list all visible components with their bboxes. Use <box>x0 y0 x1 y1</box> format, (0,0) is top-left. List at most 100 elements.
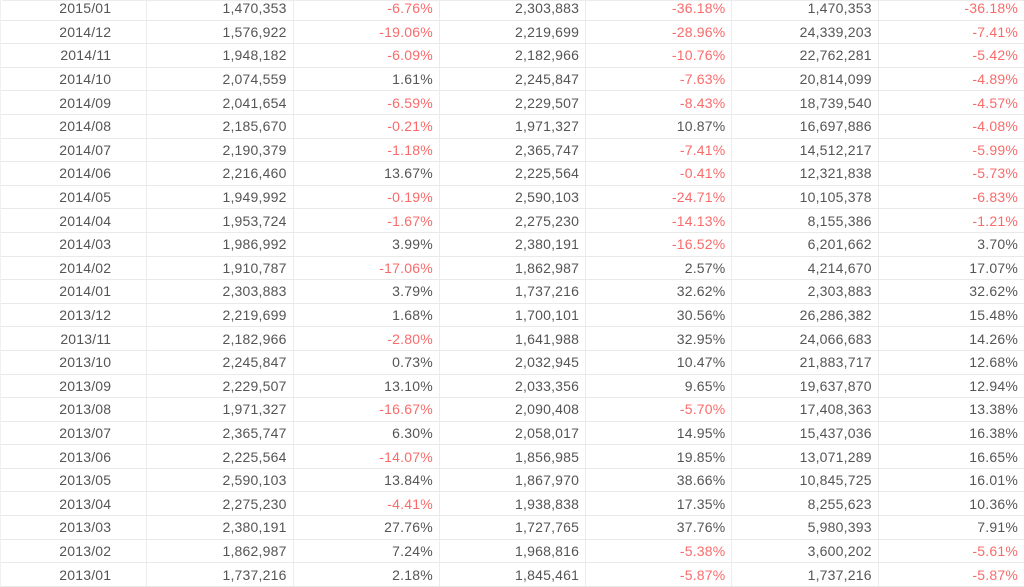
value-cell: 1,948,182 <box>147 44 294 67</box>
value-cell: 18,739,540 <box>732 91 879 114</box>
table-row: 2014/01 2,303,883 3.79% 1,737,216 32.62% 2,30… <box>1 280 1024 304</box>
value-cell: 3,600,202 <box>732 539 879 563</box>
value-cell: 1,641,988 <box>440 327 587 350</box>
percent-cell: 3.79% <box>294 280 440 303</box>
percent-cell: -1.18% <box>294 138 440 162</box>
value-cell: 2,074,559 <box>147 67 294 91</box>
percent-cell: 17.07% <box>879 256 1024 280</box>
month-cell: 2014/07 <box>1 138 148 162</box>
value-cell: 1,949,992 <box>147 185 294 209</box>
percent-cell: 9.65% <box>586 374 733 398</box>
value-cell: 1,700,101 <box>440 303 587 327</box>
value-cell: 8,155,386 <box>732 209 879 232</box>
percent-cell: 10.47% <box>586 350 733 374</box>
month-cell: 2015/01 <box>1 0 148 20</box>
percent-cell: -16.52% <box>586 232 733 256</box>
table-row: 2013/09 2,229,507 13.10% 2,033,356 9.65% 19,6… <box>1 374 1024 399</box>
value-cell: 1,737,216 <box>440 280 587 303</box>
percent-cell: 32.62% <box>586 280 733 303</box>
value-cell: 5,980,393 <box>732 516 879 539</box>
percent-cell: -7.41% <box>879 20 1024 44</box>
percent-cell: -8.43% <box>586 91 733 114</box>
percent-cell: -24.71% <box>586 185 733 209</box>
table-row: 2014/11 1,948,182 -6.09% 2,182,966 -10.76% 22… <box>1 44 1024 68</box>
month-cell: 2014/01 <box>1 280 148 303</box>
value-cell: 2,275,230 <box>147 492 294 516</box>
value-cell: 1,971,327 <box>440 114 587 138</box>
value-cell: 1,470,353 <box>147 0 294 20</box>
percent-cell: 7.24% <box>294 539 440 563</box>
percent-cell: -6.09% <box>294 44 440 67</box>
percent-cell: 16.38% <box>879 421 1024 445</box>
table-row: 2014/08 2,185,670 -0.21% 1,971,327 10.87% 16,… <box>1 114 1024 139</box>
percent-cell: -5.70% <box>586 398 733 421</box>
percent-cell: -1.21% <box>879 209 1024 232</box>
value-cell: 17,408,363 <box>732 398 879 421</box>
table-row: 2014/02 1,910,787 -17.06% 1,862,987 2.57% 4,2… <box>1 256 1024 281</box>
value-cell: 1,986,992 <box>147 232 294 256</box>
value-cell: 10,105,378 <box>732 185 879 209</box>
percent-cell: 0.73% <box>294 350 440 374</box>
value-cell: 1,968,816 <box>440 539 587 563</box>
percent-cell: -36.18% <box>879 0 1024 20</box>
percent-cell: 15.48% <box>879 303 1024 327</box>
percent-cell: 12.94% <box>879 374 1024 398</box>
percent-cell: -6.83% <box>879 185 1024 209</box>
month-cell: 2014/08 <box>1 114 148 138</box>
month-cell: 2013/03 <box>1 516 148 539</box>
value-cell: 2,225,564 <box>147 445 294 468</box>
value-cell: 1,971,327 <box>147 398 294 421</box>
value-cell: 2,090,408 <box>440 398 587 421</box>
value-cell: 2,590,103 <box>147 468 294 492</box>
value-cell: 1,727,765 <box>440 516 587 539</box>
month-cell: 2014/02 <box>1 256 148 280</box>
value-cell: 1,737,216 <box>147 563 294 586</box>
percent-cell: 32.95% <box>586 327 733 350</box>
month-cell: 2014/05 <box>1 185 148 209</box>
row-divider <box>2 0 1024 1</box>
value-cell: 2,245,847 <box>147 350 294 374</box>
percent-cell: -19.06% <box>294 20 440 44</box>
value-cell: 2,190,379 <box>147 138 294 162</box>
percent-cell: 13.38% <box>879 398 1024 421</box>
percent-cell: -16.67% <box>294 398 440 421</box>
value-cell: 12,321,838 <box>732 162 879 185</box>
value-cell: 1,576,922 <box>147 20 294 44</box>
value-cell: 2,365,747 <box>440 138 587 162</box>
value-cell: 26,286,382 <box>732 303 879 327</box>
percent-cell: -14.07% <box>294 445 440 468</box>
month-cell: 2013/10 <box>1 350 148 374</box>
value-cell: 2,229,507 <box>440 91 587 114</box>
table-row: 2013/08 1,971,327 -16.67% 2,090,408 -5.70% 17… <box>1 398 1024 422</box>
value-cell: 2,216,460 <box>147 162 294 185</box>
percent-cell: 17.35% <box>586 492 733 516</box>
percent-cell: 16.01% <box>879 468 1024 492</box>
percent-cell: -10.76% <box>586 44 733 67</box>
percent-cell: -4.08% <box>879 114 1024 138</box>
table-row: 2013/04 2,275,230 -4.41% 1,938,838 17.35% 8,2… <box>1 492 1024 517</box>
value-cell: 2,303,883 <box>732 280 879 303</box>
value-cell: 2,225,564 <box>440 162 587 185</box>
percent-cell: 2.18% <box>294 563 440 586</box>
month-cell: 2014/11 <box>1 44 148 67</box>
value-cell: 8,255,623 <box>732 492 879 516</box>
table-row: 2013/07 2,365,747 6.30% 2,058,017 14.95% 15,4… <box>1 421 1024 446</box>
table-row: 2013/03 2,380,191 27.76% 1,727,765 37.76% 5,9… <box>1 516 1024 540</box>
table-row: 2014/07 2,190,379 -1.18% 2,365,747 -7.41% 14,… <box>1 138 1024 163</box>
percent-cell: 13.67% <box>294 162 440 185</box>
table-row: 2013/06 2,225,564 -14.07% 1,856,985 19.85% 13… <box>1 445 1024 469</box>
table-row: 2013/05 2,590,103 13.84% 1,867,970 38.66% 10,… <box>1 468 1024 493</box>
percent-cell: -7.63% <box>586 67 733 91</box>
percent-cell: 14.26% <box>879 327 1024 350</box>
table-row: 2013/01 1,737,216 2.18% 1,845,461 -5.87% 1,73… <box>1 563 1024 587</box>
value-cell: 1,910,787 <box>147 256 294 280</box>
value-cell: 2,229,507 <box>147 374 294 398</box>
value-cell: 16,697,886 <box>732 114 879 138</box>
percent-cell: -5.73% <box>879 162 1024 185</box>
percent-cell: -17.06% <box>294 256 440 280</box>
percent-cell: -4.41% <box>294 492 440 516</box>
value-cell: 2,380,191 <box>147 516 294 539</box>
percent-cell: -2.80% <box>294 327 440 350</box>
month-cell: 2014/10 <box>1 67 148 91</box>
value-cell: 24,066,683 <box>732 327 879 350</box>
